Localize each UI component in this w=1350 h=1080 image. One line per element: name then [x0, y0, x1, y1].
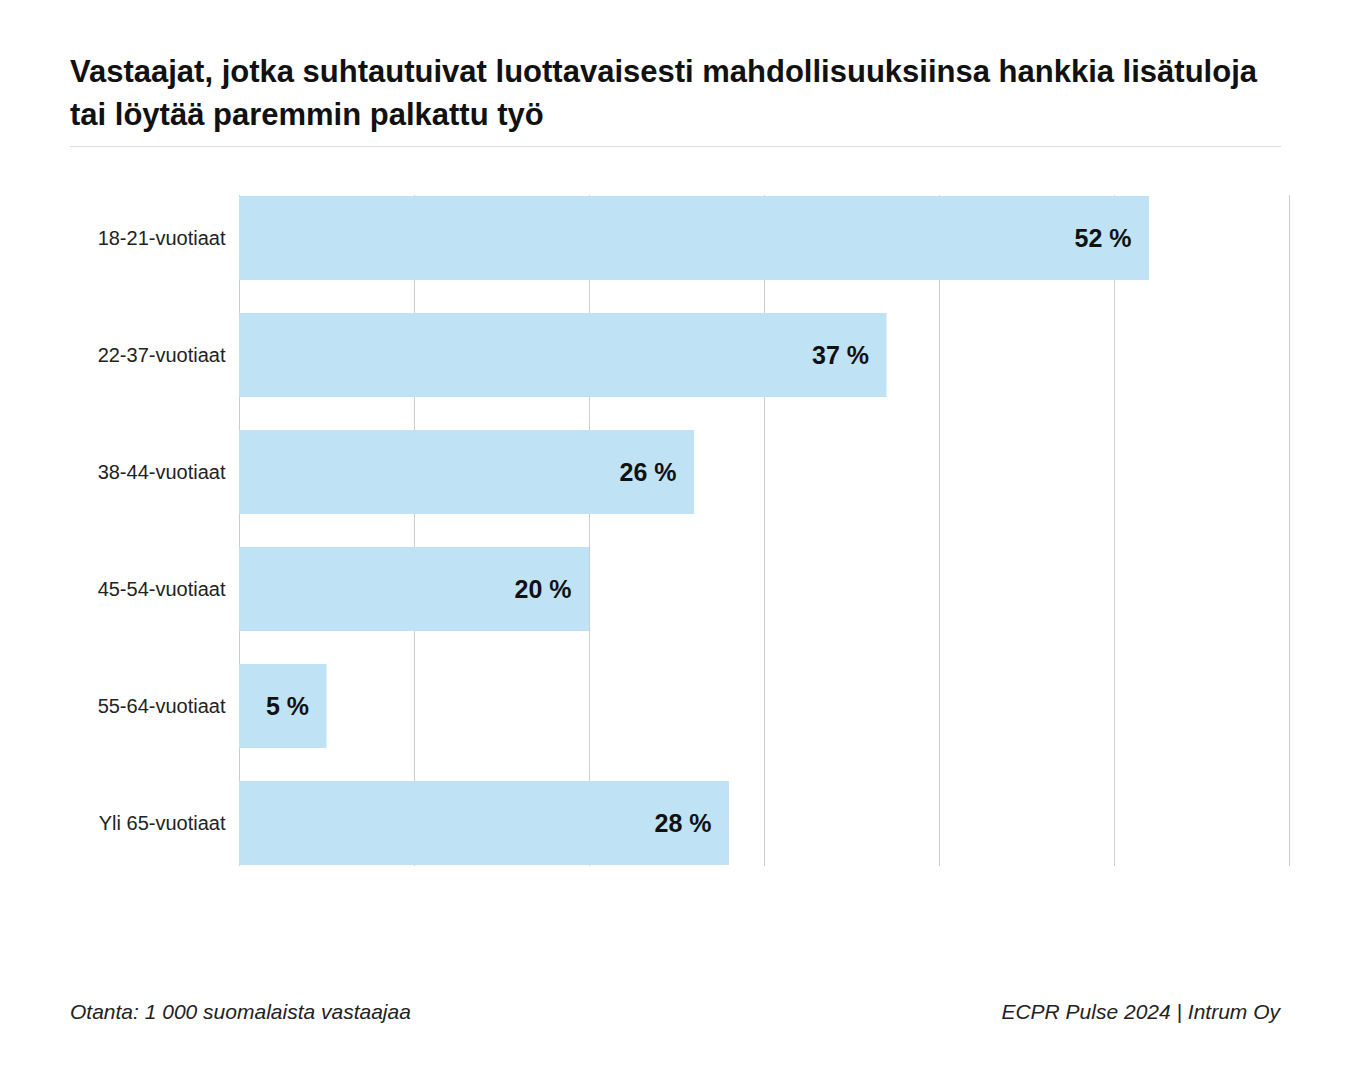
html-text:Otanta: 1 000 suomalaista vast: Otanta: 1 000 suomalaista vastaajaa [70, 1000, 411, 1023]
svg-text:55-64-vuotiaat: 55-64-vuotiaat [98, 695, 226, 717]
svg-text:18-21-vuotiaat: 18-21-vuotiaat [98, 227, 226, 249]
svg-text:22-37-vuotiaat: 22-37-vuotiaat [98, 344, 226, 366]
svg-text:5 %: 5 % [266, 692, 309, 720]
svg-text:52 %: 52 % [1075, 224, 1132, 252]
svg-text:38-44-vuotiaat: 38-44-vuotiaat [98, 461, 226, 483]
html-text:ECPR Pulse 2024 | Intrum Oy: ECPR Pulse 2024 | Intrum Oy [1001, 1000, 1280, 1023]
svg-text:45-54-vuotiaat: 45-54-vuotiaat [98, 578, 226, 600]
svg-text:26 %: 26 % [620, 458, 677, 486]
svg-text:37 %: 37 % [812, 341, 869, 369]
svg-text:Yli 65-vuotiaat: Yli 65-vuotiaat [99, 812, 226, 834]
svg-text:20 %: 20 % [515, 575, 572, 603]
svg-text:28 %: 28 % [655, 809, 712, 837]
html-text:Vastaajat, jotka suhtautuivat: Vastaajat, jotka suhtautuivat luottavais… [70, 54, 1257, 132]
